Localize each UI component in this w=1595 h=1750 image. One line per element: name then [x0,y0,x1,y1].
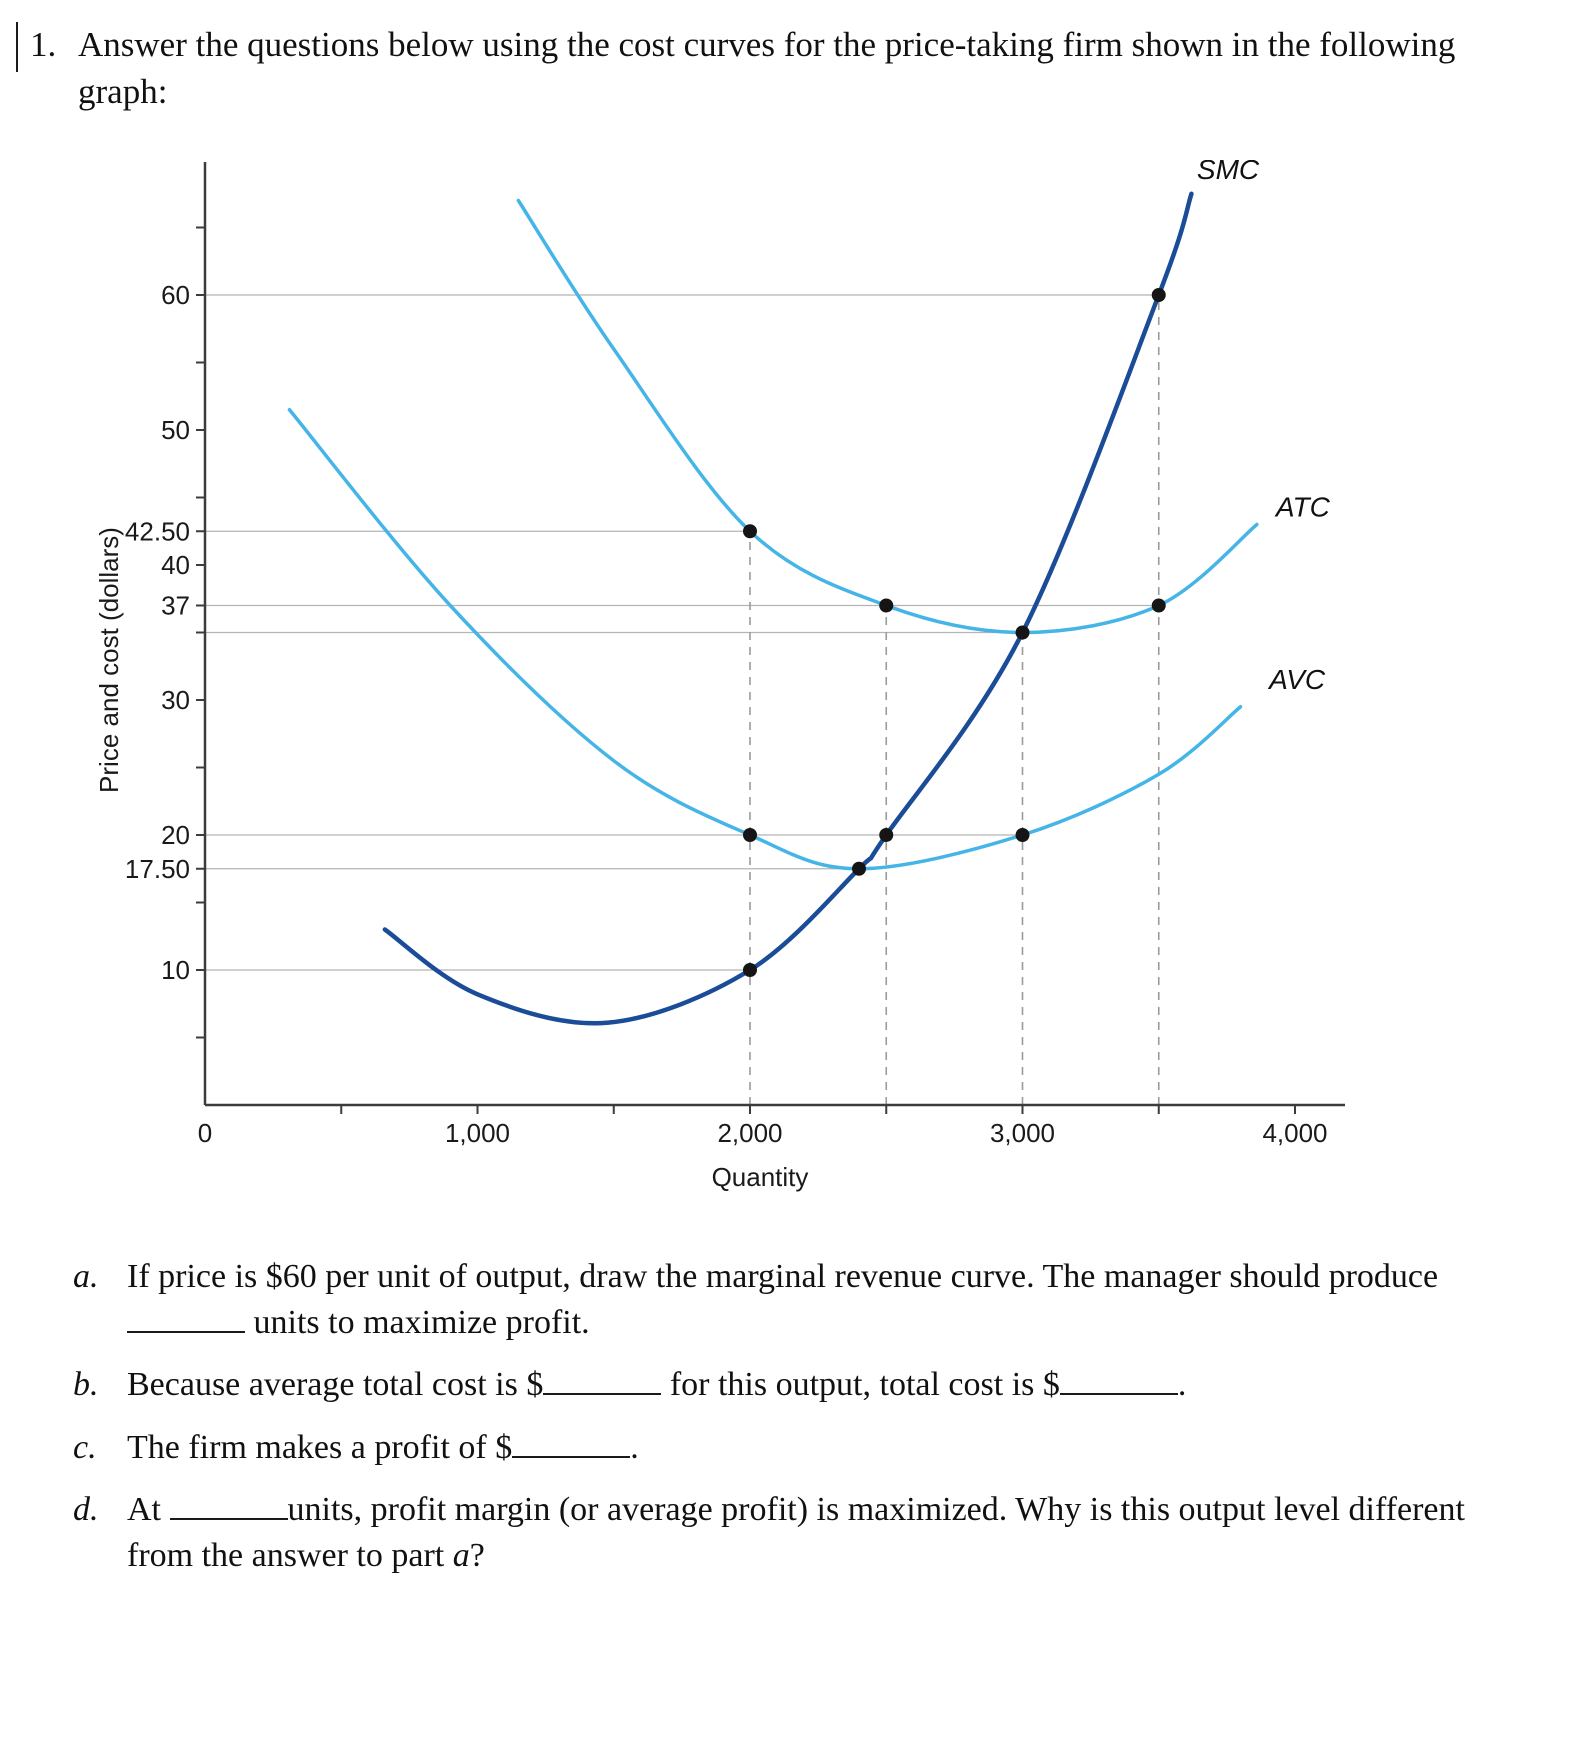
question-item: b. Because average total cost is $ for th… [73,1362,1473,1408]
question-segment: a [452,1537,470,1575]
y-axis-title: Price and cost (dollars) [94,527,124,793]
data-point [1151,598,1166,613]
curve-avc [287,408,1243,871]
question-item: a. If price is $60 per unit of output, dr… [73,1254,1473,1346]
questions-list: a. If price is $60 per unit of output, dr… [73,1254,1473,1595]
margin-bar [16,22,18,72]
y-tick-label: 42.50 [125,516,190,546]
question-text: If price is $60 per unit of output, draw… [127,1254,1473,1346]
data-point [1151,288,1166,302]
cost-curves-chart: 60 50 42.50 40 37 30 20 17.50 10 0 1,000 2,000 3,000… [94,160,1345,1192]
x-tick-label: 2,000 [717,1118,782,1148]
question-segment: If price is $60 per unit of output, draw… [127,1258,1439,1295]
question-segment: The firm makes a profit of $ [127,1428,513,1466]
question-letter: d. [73,1490,99,1528]
data-point [1015,828,1030,842]
data-point [879,598,894,613]
data-point [743,828,757,842]
question-segment: Because average total cost is $ [127,1366,544,1404]
question-segment: ? [469,1537,485,1575]
curve-label-atc: ATC [1274,491,1331,522]
y-tick-label: 17.50 [125,854,190,884]
x-tick-label: 3,000 [990,1118,1055,1148]
data-point [1015,625,1030,640]
answer-blank [543,1363,662,1396]
question-text: Because average total cost is $ for this… [127,1362,1473,1408]
question-segment: . [1177,1366,1187,1404]
question-intro: Answer the questions below using the cos… [78,25,1456,111]
y-tick-label: 30 [161,685,190,715]
question-letter: a. [73,1258,99,1295]
curve-label-smc: SMC [1197,160,1260,185]
y-tick-label: 40 [161,550,190,580]
curve-smc [382,191,1194,1026]
y-tick-label: 60 [161,280,190,310]
question-segment: units to maximize profit. [245,1304,590,1342]
x-axis-title: Quantity [712,1162,809,1192]
question-segment: . [630,1428,639,1466]
question-item: d. At units, profit margin (or average pr… [73,1487,1473,1579]
answer-blank [512,1425,631,1458]
data-point [743,524,757,539]
question-segment: for this output, total cost is $ [661,1366,1060,1404]
data-point [743,963,757,977]
y-tick-label: 50 [161,415,190,445]
answer-blank [1059,1363,1178,1396]
question-letter: c. [73,1428,97,1466]
data-point [852,861,866,876]
x-tick-label: 1,000 [445,1118,510,1148]
curve-atc [516,198,1259,635]
y-tick-label: 10 [161,955,190,985]
question-header: 1. Answer the questions below using the … [16,22,1538,115]
question-number: 1. [30,25,57,64]
x-tick-label: 0 [198,1118,212,1148]
answer-blank [127,1301,245,1334]
data-point [879,828,894,842]
question-letter: b. [73,1366,99,1404]
curve-label-avc: AVC [1267,664,1326,695]
question-segment: units, profit margin (or average profit)… [127,1490,1465,1575]
question-text: At units, profit margin (or average prof… [127,1487,1473,1579]
question-segment: At [127,1490,170,1528]
question-item: c. The firm makes a profit of $. [73,1425,1473,1471]
question-text: The firm makes a profit of $. [127,1425,1473,1471]
x-tick-label: 4,000 [1262,1118,1327,1148]
answer-blank [169,1487,288,1520]
y-tick-label: 37 [161,591,190,621]
y-tick-label: 20 [161,820,190,850]
